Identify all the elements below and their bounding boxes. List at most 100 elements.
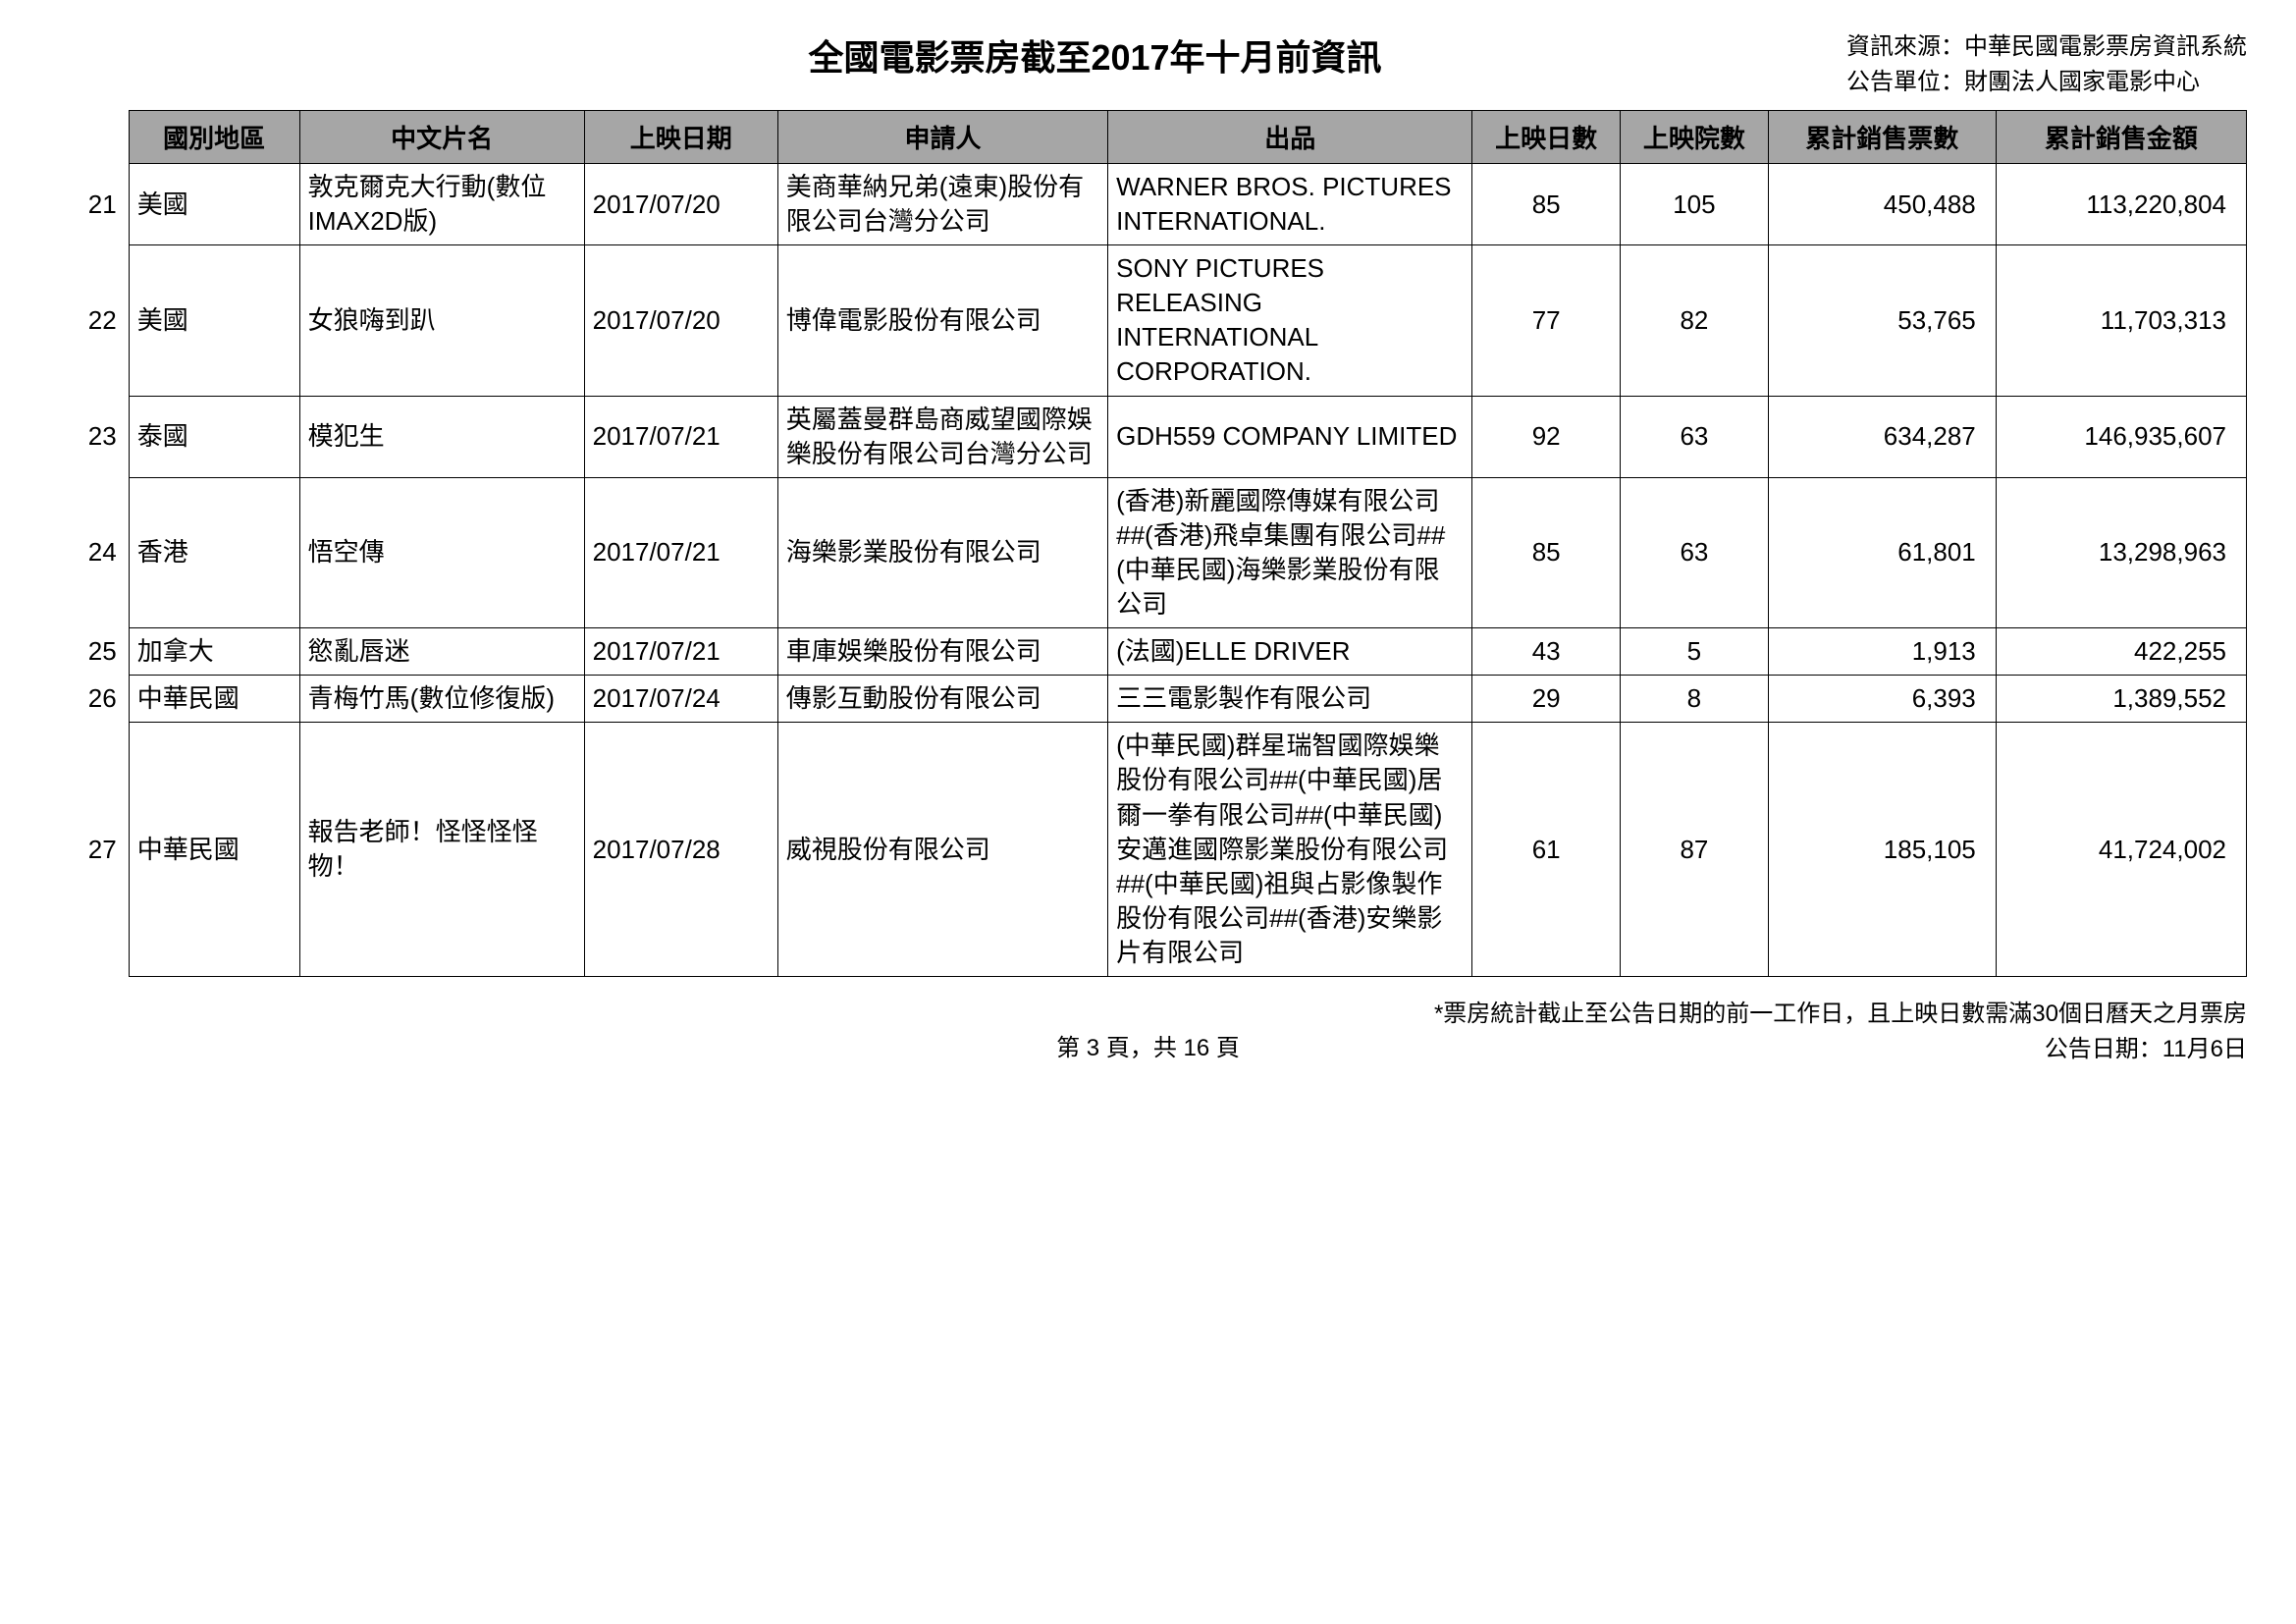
cell-days: 92	[1472, 396, 1621, 477]
cell-amount: 146,935,607	[1996, 396, 2246, 477]
publisher-line: 公告單位：財團法人國家電影中心	[1846, 65, 2247, 100]
cell-country: 泰國	[129, 396, 299, 477]
cell-tickets: 185,105	[1768, 723, 1996, 977]
cell-theaters: 105	[1621, 164, 1769, 245]
column-header: 上映日期	[584, 111, 777, 164]
cell-date: 2017/07/24	[584, 676, 777, 723]
table-row: 21美國敦克爾克大行動(數位IMAX2D版)2017/07/20美商華納兄弟(遠…	[49, 164, 2247, 245]
cell-tickets: 61,801	[1768, 477, 1996, 627]
cell-producer: GDH559 COMPANY LIMITED	[1108, 396, 1472, 477]
cell-country: 中華民國	[129, 723, 299, 977]
cell-days: 85	[1472, 164, 1621, 245]
table-head: 國別地區中文片名上映日期申請人出品上映日數上映院數累計銷售票數累計銷售金額	[49, 111, 2247, 164]
page-indicator: 第 3 頁，共 16 頁	[1056, 1028, 1240, 1062]
cell-amount: 41,724,002	[1996, 723, 2246, 977]
cell-amount: 1,389,552	[1996, 676, 2246, 723]
table-row: 25加拿大慾亂唇迷2017/07/21車庫娛樂股份有限公司(法國)ELLE DR…	[49, 628, 2247, 676]
source-info: 資訊來源：中華民國電影票房資訊系統 公告單位：財團法人國家電影中心	[1846, 29, 2247, 100]
cell-title: 女狼嗨到趴	[299, 245, 584, 396]
cell-applicant: 英屬蓋曼群島商威望國際娛樂股份有限公司台灣分公司	[777, 396, 1107, 477]
column-header: 累計銷售金額	[1996, 111, 2246, 164]
column-header: 出品	[1108, 111, 1472, 164]
cell-amount: 113,220,804	[1996, 164, 2246, 245]
row-number: 22	[49, 245, 129, 396]
cell-title: 模犯生	[299, 396, 584, 477]
cell-days: 61	[1472, 723, 1621, 977]
column-header: 國別地區	[129, 111, 299, 164]
cell-producer: (中華民國)群星瑞智國際娛樂股份有限公司##(中華民國)居爾一拳有限公司##(中…	[1108, 723, 1472, 977]
table-body: 21美國敦克爾克大行動(數位IMAX2D版)2017/07/20美商華納兄弟(遠…	[49, 164, 2247, 977]
cell-theaters: 63	[1621, 396, 1769, 477]
cell-applicant: 威視股份有限公司	[777, 723, 1107, 977]
header: 全國電影票房截至2017年十月前資訊 資訊來源：中華民國電影票房資訊系統 公告單…	[49, 29, 2247, 100]
publish-date: 公告日期：11月6日	[1434, 1032, 2247, 1067]
cell-amount: 11,703,313	[1996, 245, 2246, 396]
column-header: 上映日數	[1472, 111, 1621, 164]
cell-applicant: 傳影互動股份有限公司	[777, 676, 1107, 723]
column-header: 申請人	[777, 111, 1107, 164]
cell-applicant: 博偉電影股份有限公司	[777, 245, 1107, 396]
cell-tickets: 6,393	[1768, 676, 1996, 723]
cell-title: 悟空傳	[299, 477, 584, 627]
cell-days: 85	[1472, 477, 1621, 627]
row-number: 23	[49, 396, 129, 477]
column-header: 上映院數	[1621, 111, 1769, 164]
cell-country: 加拿大	[129, 628, 299, 676]
column-header: 中文片名	[299, 111, 584, 164]
cell-applicant: 美商華納兄弟(遠東)股份有限公司台灣分公司	[777, 164, 1107, 245]
cell-producer: SONY PICTURES RELEASING INTERNATIONAL CO…	[1108, 245, 1472, 396]
cell-applicant: 海樂影業股份有限公司	[777, 477, 1107, 627]
cell-title: 慾亂唇迷	[299, 628, 584, 676]
cell-date: 2017/07/28	[584, 723, 777, 977]
cell-theaters: 87	[1621, 723, 1769, 977]
cell-applicant: 車庫娛樂股份有限公司	[777, 628, 1107, 676]
footer: *票房統計截止至公告日期的前一工作日，且上映日數需滿30個日曆天之月票房 公告日…	[49, 997, 2247, 1065]
cell-title: 報告老師！怪怪怪怪物！	[299, 723, 584, 977]
cell-producer: (香港)新麗國際傳媒有限公司##(香港)飛卓集團有限公司##(中華民國)海樂影業…	[1108, 477, 1472, 627]
cell-tickets: 1,913	[1768, 628, 1996, 676]
source-line: 資訊來源：中華民國電影票房資訊系統	[1846, 29, 2247, 65]
cell-theaters: 63	[1621, 477, 1769, 627]
cell-producer: 三三電影製作有限公司	[1108, 676, 1472, 723]
cell-amount: 13,298,963	[1996, 477, 2246, 627]
row-number: 26	[49, 676, 129, 723]
cell-theaters: 5	[1621, 628, 1769, 676]
footnote-text: *票房統計截止至公告日期的前一工作日，且上映日數需滿30個日曆天之月票房	[1434, 997, 2247, 1032]
table-row: 27中華民國報告老師！怪怪怪怪物！2017/07/28威視股份有限公司(中華民國…	[49, 723, 2247, 977]
table-row: 22美國女狼嗨到趴2017/07/20博偉電影股份有限公司SONY PICTUR…	[49, 245, 2247, 396]
cell-theaters: 8	[1621, 676, 1769, 723]
box-office-table: 國別地區中文片名上映日期申請人出品上映日數上映院數累計銷售票數累計銷售金額 21…	[49, 110, 2247, 977]
cell-theaters: 82	[1621, 245, 1769, 396]
cell-title: 青梅竹馬(數位修復版)	[299, 676, 584, 723]
row-number: 27	[49, 723, 129, 977]
cell-days: 77	[1472, 245, 1621, 396]
row-number: 25	[49, 628, 129, 676]
cell-tickets: 53,765	[1768, 245, 1996, 396]
row-number: 24	[49, 477, 129, 627]
cell-date: 2017/07/20	[584, 164, 777, 245]
cell-date: 2017/07/20	[584, 245, 777, 396]
cell-country: 美國	[129, 245, 299, 396]
cell-country: 美國	[129, 164, 299, 245]
cell-date: 2017/07/21	[584, 477, 777, 627]
cell-tickets: 634,287	[1768, 396, 1996, 477]
table-row: 26中華民國青梅竹馬(數位修復版)2017/07/24傳影互動股份有限公司三三電…	[49, 676, 2247, 723]
rownum-header	[49, 111, 129, 164]
footer-notes: *票房統計截止至公告日期的前一工作日，且上映日數需滿30個日曆天之月票房 公告日…	[1434, 997, 2247, 1067]
cell-country: 中華民國	[129, 676, 299, 723]
cell-days: 43	[1472, 628, 1621, 676]
cell-producer: (法國)ELLE DRIVER	[1108, 628, 1472, 676]
cell-amount: 422,255	[1996, 628, 2246, 676]
table-row: 23泰國模犯生2017/07/21英屬蓋曼群島商威望國際娛樂股份有限公司台灣分公…	[49, 396, 2247, 477]
cell-country: 香港	[129, 477, 299, 627]
column-header: 累計銷售票數	[1768, 111, 1996, 164]
cell-tickets: 450,488	[1768, 164, 1996, 245]
page-title: 全國電影票房截至2017年十月前資訊	[344, 29, 1846, 81]
cell-date: 2017/07/21	[584, 628, 777, 676]
row-number: 21	[49, 164, 129, 245]
cell-date: 2017/07/21	[584, 396, 777, 477]
cell-producer: WARNER BROS. PICTURES INTERNATIONAL.	[1108, 164, 1472, 245]
cell-days: 29	[1472, 676, 1621, 723]
table-row: 24香港悟空傳2017/07/21海樂影業股份有限公司(香港)新麗國際傳媒有限公…	[49, 477, 2247, 627]
cell-title: 敦克爾克大行動(數位IMAX2D版)	[299, 164, 584, 245]
